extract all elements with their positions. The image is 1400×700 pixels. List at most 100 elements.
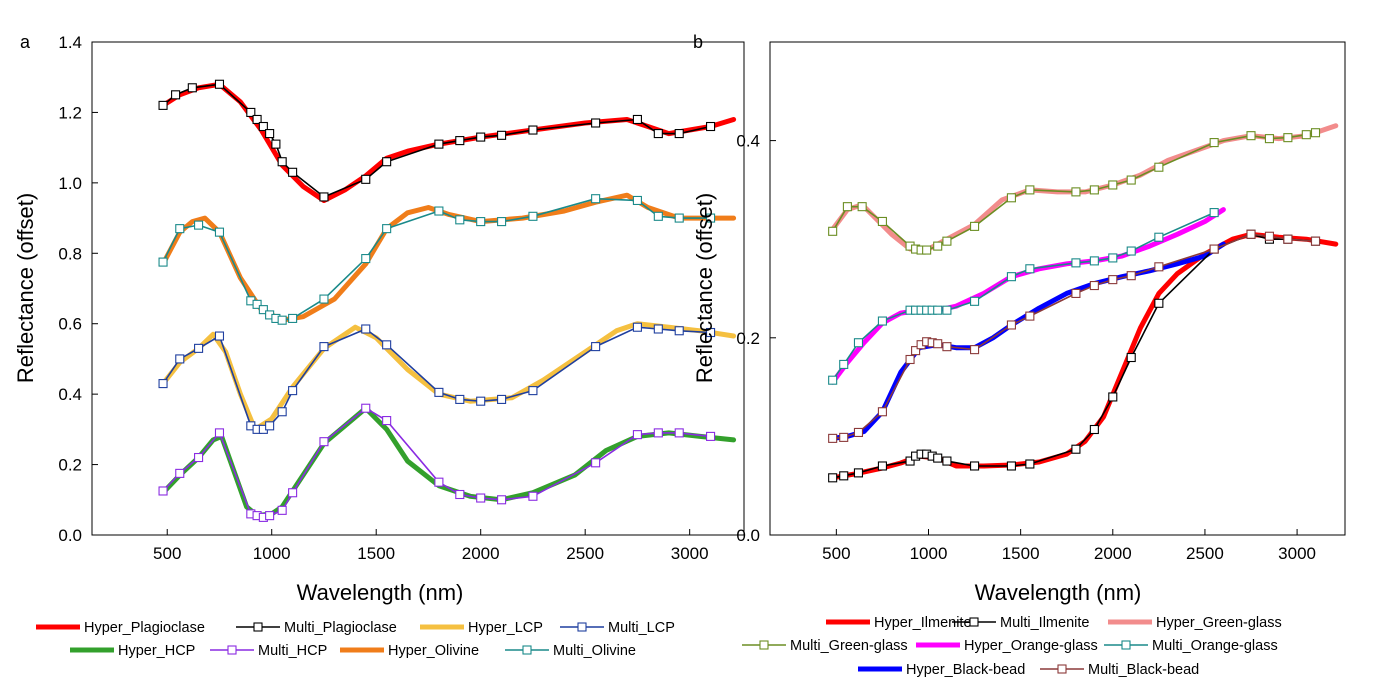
data-point (288, 313, 298, 323)
data-point (674, 129, 684, 139)
data-point (175, 224, 185, 234)
legend-entry-multi-green-glass: Multi_Green-glass (742, 638, 908, 654)
data-point (933, 305, 943, 315)
legend-label: Multi_Black-bead (1088, 662, 1199, 678)
x-tick-label: 2000 (462, 544, 500, 563)
series-multi-green-glass (828, 128, 1321, 255)
data-point (1071, 288, 1081, 298)
y-tick-label: 0.2 (736, 329, 760, 348)
y-tick-label: 0.0 (736, 526, 760, 545)
data-point (933, 453, 943, 463)
series-multi-olivine (158, 194, 716, 325)
data-point (1310, 128, 1321, 138)
legend-label: Hyper_Ilmenite (874, 615, 972, 631)
panel-label-b: b (693, 32, 703, 52)
legend-label: Multi_Ilmenite (1000, 615, 1089, 631)
data-point (970, 221, 980, 231)
data-point (1108, 253, 1118, 263)
series-multi-black-bead (828, 229, 1321, 443)
data-point (1310, 236, 1321, 246)
data-point (382, 157, 392, 167)
x-tick-label: 1000 (910, 544, 948, 563)
y-tick-label: 0.8 (58, 244, 82, 263)
data-point (1126, 246, 1136, 256)
x-tick-label: 2000 (1094, 544, 1132, 563)
legend-label: Multi_Plagioclase (284, 620, 397, 636)
data-point (319, 294, 329, 304)
data-point (528, 491, 538, 501)
data-point (214, 227, 225, 237)
data-point (828, 433, 838, 443)
x-tick-label: 1000 (253, 544, 291, 563)
series-line-multi-plagioclase (162, 83, 712, 198)
data-point (1089, 280, 1099, 291)
data-point (194, 343, 204, 353)
panel-b-plot-frame (769, 41, 1346, 536)
data-point (455, 489, 465, 500)
data-point (857, 202, 867, 212)
data-point (158, 100, 168, 110)
data-point (277, 407, 287, 417)
data-point (911, 346, 921, 356)
data-point (942, 305, 952, 315)
legend-entry-multi-lcp: Multi_LCP (560, 620, 675, 636)
data-point (1108, 275, 1118, 285)
panel-a-axes: 500 1000 1500 2000 2500 3000 0.0 0.2 0.4 0.6 0.8 1.… (58, 33, 708, 563)
data-point (591, 458, 601, 468)
data-point (970, 461, 980, 471)
data-point (476, 132, 486, 142)
data-point (828, 226, 838, 236)
legend-entry-multi-black-bead: Multi_Black-bead (1040, 662, 1199, 678)
data-point (632, 322, 642, 332)
series-multi-lcp (158, 322, 716, 434)
data-point (706, 213, 716, 223)
data-point (1283, 133, 1293, 143)
legend-entry-multi-hcp: Multi_HCP (210, 643, 327, 659)
legend-label: Multi_HCP (258, 643, 327, 659)
legend-entry-hyper-green-glass: Hyper_Green-glass (1108, 615, 1282, 631)
data-point (1126, 175, 1136, 185)
x-tick-label: 1500 (357, 544, 395, 563)
data-point (922, 245, 932, 255)
data-point (877, 316, 887, 326)
data-point (839, 359, 849, 369)
data-point (1071, 444, 1081, 454)
data-point (288, 488, 298, 498)
data-point (319, 437, 329, 447)
data-point (1154, 232, 1164, 242)
data-point (497, 130, 507, 140)
data-point (591, 194, 601, 204)
data-point (528, 125, 538, 135)
data-point (497, 394, 507, 404)
x-tick-label: 500 (153, 544, 181, 563)
panel-a-series-lines (158, 79, 737, 522)
x-tick-label: 2500 (1186, 544, 1224, 563)
data-point (158, 379, 168, 389)
data-point (1283, 234, 1293, 244)
series-line-multi-black-bead (831, 233, 1317, 440)
data-point (828, 473, 838, 483)
series-multi-plagioclase (158, 79, 716, 202)
legend-entry-hyper-ilmenite: Hyper_Ilmenite (826, 615, 972, 631)
panel-b-axes: 500 1000 1500 2000 2500 3000 0.0 0.2 0.4 (736, 132, 1316, 563)
data-point (970, 345, 980, 355)
data-point (434, 477, 444, 487)
legend-label: Multi_Green-glass (790, 638, 908, 654)
legend-label: Multi_Olivine (553, 643, 636, 659)
data-point (828, 375, 838, 385)
panel-b-x-axis-title: Wavelength (nm) (975, 580, 1142, 605)
panel-b: b 500 1000 1500 2000 2500 3000 0.0 0.2 0.4 Wavel… (692, 32, 1346, 678)
data-point (528, 211, 538, 221)
data-point (187, 83, 197, 93)
data-point (1025, 311, 1035, 321)
data-point (942, 456, 952, 466)
data-point (497, 495, 507, 505)
data-point (194, 452, 204, 463)
data-point (970, 296, 980, 306)
y-tick-label: 0.6 (58, 315, 82, 334)
data-point (434, 387, 444, 397)
legend-marker (253, 622, 263, 632)
data-point (853, 427, 864, 438)
series-multi-ilmenite (828, 229, 1321, 483)
data-point (1209, 138, 1219, 148)
